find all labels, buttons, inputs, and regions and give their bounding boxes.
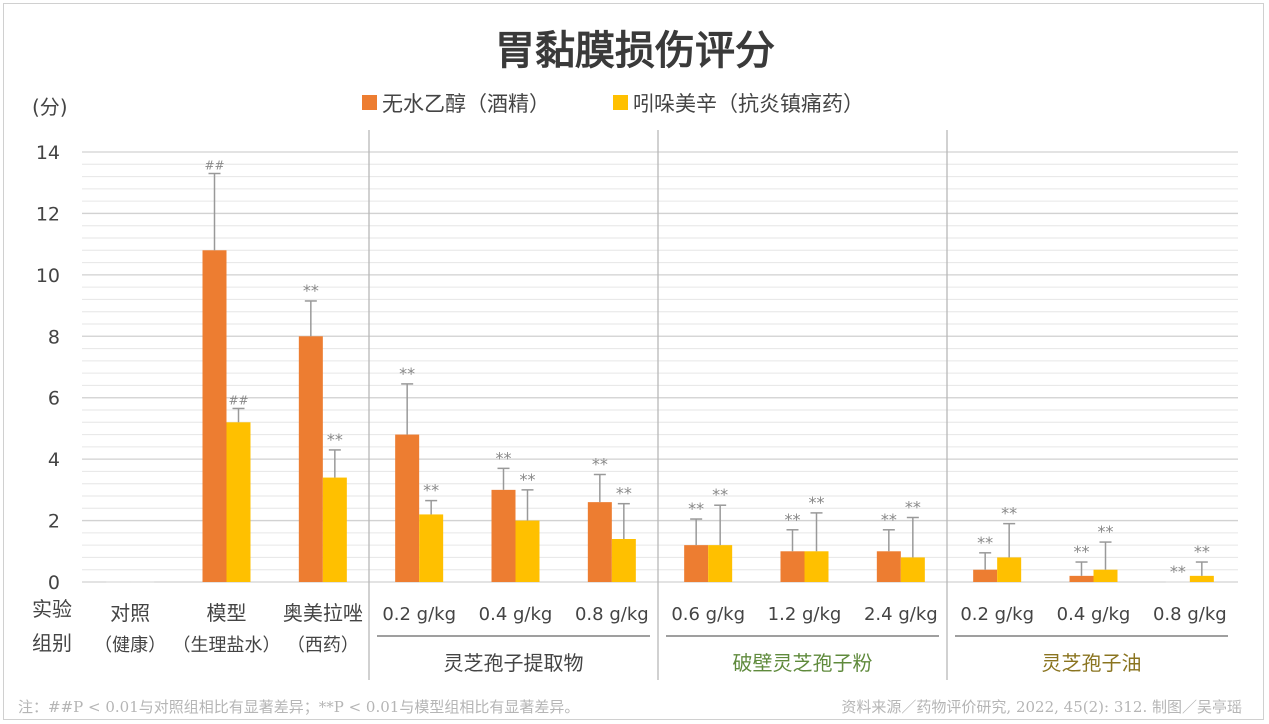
significance-mark: **	[809, 493, 825, 512]
bar	[419, 514, 444, 582]
bar	[1189, 575, 1214, 582]
bars: ## ** ** ** ** ** ** ** ** ** ** ## ** ** ** ** ** ** ** **…	[106, 159, 1214, 583]
legend-label: 吲哚美辛（抗炎镇痛药）	[633, 92, 864, 116]
x-tick-label: 0.4 g/kg	[479, 604, 553, 625]
significance-mark: **	[303, 281, 319, 300]
x-tick-sublabel: （西药）	[287, 635, 359, 656]
y-axis-label: (分)	[32, 95, 68, 119]
bar	[708, 545, 733, 582]
significance-mark: **	[1170, 562, 1186, 581]
legend: 无水乙醇（酒精） 吲哚美辛（抗炎镇痛药）	[362, 92, 864, 116]
gridlines: 0 2 4 6 8 10 12 14	[36, 130, 1238, 680]
bar	[515, 520, 540, 582]
bar	[1093, 569, 1118, 582]
source-credit: 资料来源／药物评价研究, 2022, 45(2): 312. 制图／吴亭瑶	[841, 698, 1242, 716]
x-tick-label: 0.4 g/kg	[1057, 604, 1131, 625]
group-label: 灵芝孢子油	[1042, 651, 1142, 675]
y-tick-label: 6	[48, 388, 60, 410]
x-tick-label: 2.4 g/kg	[864, 604, 938, 625]
x-axis-labels: 对照 （健康） 模型 （生理盐水）奥美拉唑 （西药） 0.2 g/kg 0.4 g/kg 0.…	[94, 601, 1228, 675]
x-tick-label: 奥美拉唑	[283, 601, 363, 625]
significance-mark: **	[905, 498, 921, 517]
y-tick-label: 0	[48, 572, 60, 594]
x-tick-label: 0.2 g/kg	[960, 604, 1034, 625]
bar	[322, 477, 347, 582]
y-tick-label: 10	[36, 265, 60, 287]
x-axis-label-line1: 实验	[32, 597, 72, 621]
significance-mark: **	[592, 455, 608, 474]
bar	[491, 489, 516, 582]
y-tick-label: 12	[36, 203, 60, 225]
bar	[973, 569, 998, 582]
significance-mark: **	[712, 485, 728, 504]
chart-title: 胃黏膜损伤评分	[495, 28, 775, 74]
significance-mark: **	[327, 430, 343, 449]
significance-mark: **	[1074, 542, 1090, 561]
bar	[298, 336, 323, 582]
bar	[804, 551, 829, 582]
x-tick-label: 0.2 g/kg	[382, 604, 456, 625]
x-tick-label: 模型	[207, 601, 247, 625]
y-tick-label: 14	[36, 142, 60, 164]
x-tick-sublabel: （生理盐水）	[173, 635, 281, 656]
significance-mark: **	[785, 510, 801, 529]
footnote: 注：##P < 0.01与对照组相比有显著差异；**P < 0.01与模型组相比…	[18, 698, 579, 716]
bar	[684, 545, 709, 582]
significance-mark: **	[399, 364, 415, 383]
significance-mark: **	[1001, 504, 1017, 523]
y-tick-label: 4	[48, 449, 60, 471]
bar	[611, 539, 636, 582]
bar	[900, 557, 925, 582]
significance-mark: **	[1098, 522, 1114, 541]
x-tick-sublabel: （健康）	[94, 635, 166, 656]
significance-mark: ##	[204, 159, 224, 173]
y-tick-label: 8	[48, 326, 60, 348]
bar	[876, 551, 901, 582]
x-tick-label: 0.6 g/kg	[671, 604, 745, 625]
significance-mark: **	[881, 510, 897, 529]
significance-mark: **	[520, 470, 536, 489]
significance-mark: **	[423, 481, 439, 500]
chart-frame	[3, 3, 1264, 720]
significance-mark: **	[977, 533, 993, 552]
bar	[587, 502, 612, 582]
bar	[226, 422, 251, 582]
bar	[1069, 575, 1094, 582]
x-axis-label-line2: 组别	[32, 631, 72, 655]
x-tick-label: 0.8 g/kg	[1153, 604, 1227, 625]
x-tick-label: 1.2 g/kg	[768, 604, 842, 625]
x-tick-label: 对照	[110, 601, 150, 625]
bar	[997, 557, 1022, 582]
y-tick-label: 2	[48, 511, 60, 533]
legend-swatch	[362, 95, 377, 110]
x-tick-label: 0.8 g/kg	[575, 604, 649, 625]
legend-swatch	[613, 95, 628, 110]
bar	[395, 434, 420, 582]
significance-mark: **	[688, 499, 704, 518]
significance-mark: **	[496, 448, 512, 467]
bar	[202, 250, 227, 583]
significance-mark: **	[616, 484, 632, 503]
legend-label: 无水乙醇（酒精）	[382, 92, 550, 116]
significance-mark: **	[1194, 542, 1210, 561]
significance-mark: ##	[228, 393, 248, 407]
group-label: 破壁灵芝孢子粉	[733, 651, 873, 675]
group-label: 灵芝孢子提取物	[444, 651, 584, 675]
bar	[780, 551, 805, 582]
